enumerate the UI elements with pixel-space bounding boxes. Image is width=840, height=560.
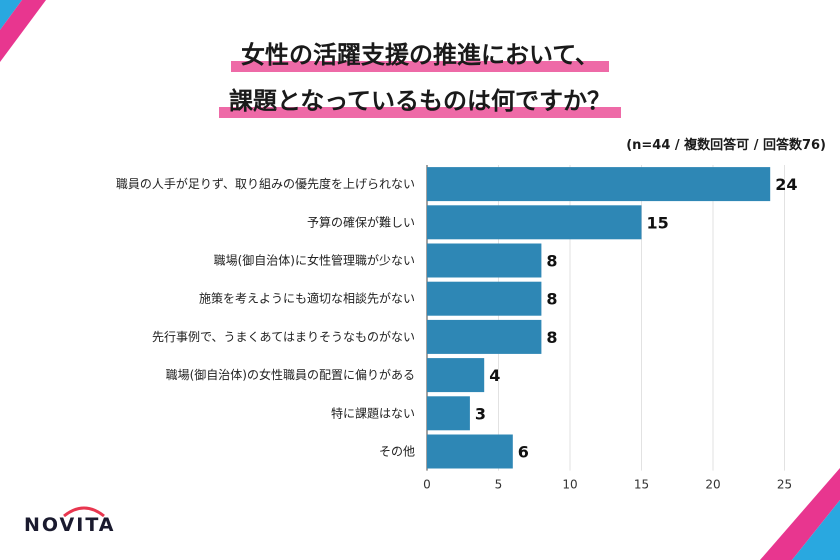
logo-text: NOVITA: [24, 514, 116, 536]
category-label: 施策を考えようにも適切な相談先がない: [199, 291, 415, 306]
category-label: 先行事例で、うまくあてはまりそうなものがない: [152, 329, 415, 344]
bar: [427, 434, 513, 469]
chart-title-line2: 課題となっているものは何ですか？: [0, 86, 840, 118]
data-label: 3: [475, 404, 486, 423]
bar: [427, 243, 542, 278]
data-label: 8: [546, 328, 557, 347]
data-label: 24: [775, 175, 797, 194]
x-tick-label: 15: [634, 478, 649, 492]
chart-title-line1: 女性の活躍支援の推進において、: [0, 40, 840, 72]
category-label: 予算の確保が難しい: [307, 214, 415, 229]
data-label: 15: [647, 213, 669, 232]
data-label: 4: [489, 366, 500, 385]
bar: [427, 319, 542, 354]
category-label: 特に課題はない: [331, 405, 415, 420]
x-tick-label: 0: [423, 478, 431, 492]
category-label: 職場(御自治体)に女性管理職が少ない: [214, 253, 415, 268]
category-label: 職員の人手が足りず、取り組みの優先度を上げられない: [116, 176, 415, 191]
bar: [427, 396, 470, 431]
logo-arc-icon: [63, 506, 105, 518]
bar: [427, 358, 485, 393]
x-tick-label: 20: [705, 478, 720, 492]
bar: [427, 205, 642, 240]
x-tick-label: 25: [777, 478, 792, 492]
category-label: 職場(御自治体)の女性職員の配置に偏りがある: [166, 367, 415, 382]
category-label: その他: [379, 445, 415, 459]
data-label: 8: [546, 252, 557, 271]
data-label: 8: [546, 290, 557, 309]
x-tick-label: 10: [562, 478, 577, 492]
sample-note: (n=44 / 複数回答可 / 回答数76): [626, 138, 826, 153]
bar: [427, 167, 771, 202]
bar: [427, 281, 542, 316]
data-label: 6: [518, 443, 529, 462]
x-tick-label: 5: [495, 478, 503, 492]
novita-logo: NOVITA: [24, 498, 124, 538]
